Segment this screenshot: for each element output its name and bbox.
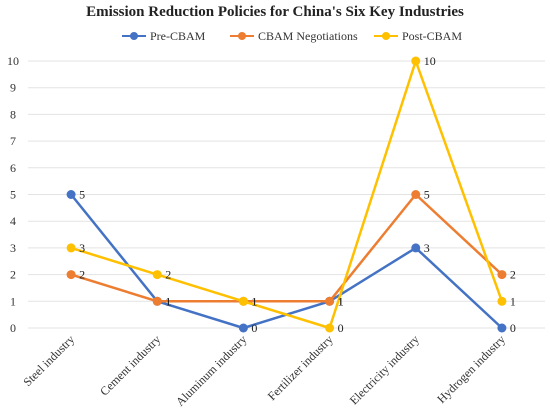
data-label: 1 bbox=[251, 294, 257, 308]
data-label: 1 bbox=[165, 294, 171, 308]
data-label: 5 bbox=[424, 188, 430, 202]
y-tick-label: 3 bbox=[10, 241, 16, 255]
data-point bbox=[66, 190, 76, 199]
y-tick-label: 2 bbox=[10, 268, 16, 282]
data-label: 3 bbox=[79, 241, 85, 255]
data-label: 1 bbox=[338, 294, 344, 308]
data-label: 1 bbox=[165, 294, 171, 308]
data-point bbox=[238, 296, 248, 306]
y-tick-label: 8 bbox=[10, 107, 16, 121]
data-point bbox=[411, 243, 421, 253]
data-point bbox=[411, 56, 421, 66]
y-tick-label: 0 bbox=[10, 321, 16, 335]
data-point bbox=[325, 323, 335, 333]
data-label: 2 bbox=[79, 268, 85, 282]
data-point bbox=[238, 323, 248, 333]
data-point bbox=[497, 323, 507, 333]
y-axis-ticks: 0 1 2 3 4 5 6 7 8 9 10 bbox=[7, 54, 19, 335]
data-point bbox=[411, 190, 421, 199]
data-point bbox=[66, 243, 76, 253]
data-label: 10 bbox=[424, 54, 436, 68]
x-tick-label: Fertilizer industry bbox=[265, 332, 336, 403]
series-line bbox=[70, 59, 504, 330]
x-tick-label: Aluminum industry bbox=[173, 332, 250, 409]
data-label: 2 bbox=[165, 268, 171, 282]
data-point bbox=[497, 270, 507, 280]
data-label: 1 bbox=[510, 294, 516, 308]
data-label: 2 bbox=[510, 268, 516, 282]
y-tick-label: 4 bbox=[10, 214, 16, 228]
y-tick-label: 1 bbox=[10, 294, 16, 308]
legend-marker bbox=[238, 32, 246, 40]
data-label: 5 bbox=[79, 188, 85, 202]
data-label: 0 bbox=[251, 321, 257, 335]
legend-label: Post-CBAM bbox=[402, 29, 462, 43]
legend-item: Post-CBAM bbox=[374, 29, 462, 43]
series-group bbox=[66, 56, 507, 333]
y-tick-label: 7 bbox=[10, 134, 16, 148]
series-line bbox=[70, 193, 503, 303]
y-tick-label: 10 bbox=[7, 54, 19, 68]
x-tick-label: Electricity industry bbox=[347, 332, 422, 407]
legend-item: Pre-CBAM bbox=[122, 29, 206, 43]
data-label: 0 bbox=[510, 321, 516, 335]
data-point bbox=[152, 296, 162, 306]
x-tick-label: Cement industry bbox=[97, 332, 163, 398]
legend-marker bbox=[130, 32, 138, 40]
data-point bbox=[152, 270, 162, 280]
x-tick-label: Steel industry bbox=[20, 332, 77, 389]
data-label: 1 bbox=[251, 294, 257, 308]
data-point bbox=[497, 296, 507, 306]
legend-marker bbox=[382, 32, 390, 40]
data-label: 0 bbox=[338, 321, 344, 335]
data-label: 1 bbox=[338, 294, 344, 308]
data-point bbox=[325, 296, 335, 306]
legend-label: Pre-CBAM bbox=[150, 29, 206, 43]
legend-item: CBAM Negotiations bbox=[230, 29, 358, 43]
data-label: 3 bbox=[424, 241, 430, 255]
y-tick-label: 9 bbox=[10, 81, 16, 95]
x-axis-ticks: Steel industry Cement industry Aluminum in… bbox=[20, 332, 508, 409]
data-point bbox=[66, 270, 76, 280]
x-tick-label: Hydrogen industry bbox=[434, 332, 508, 406]
legend-label: CBAM Negotiations bbox=[258, 29, 358, 43]
y-tick-label: 5 bbox=[10, 188, 16, 202]
chart-title: Emission Reduction Policies for China's … bbox=[86, 4, 464, 20]
legend: Pre-CBAM CBAM Negotiations Post-CBAM bbox=[122, 29, 462, 43]
y-tick-label: 6 bbox=[10, 161, 16, 175]
gridlines bbox=[28, 60, 545, 329]
